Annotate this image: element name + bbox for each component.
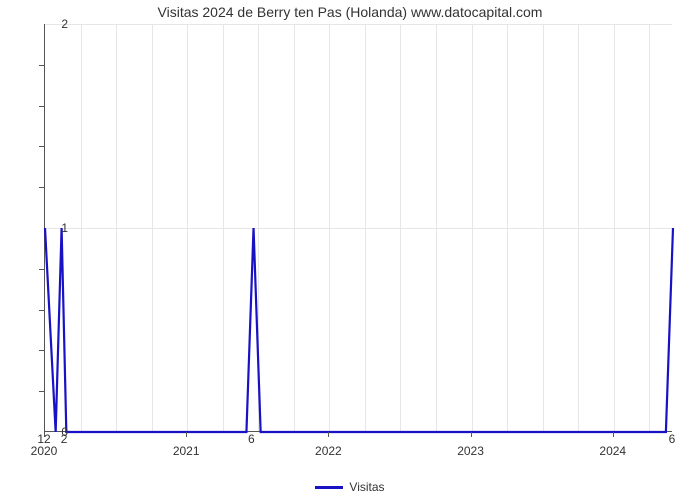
x-secondary-label: 6: [248, 432, 255, 446]
x-secondary-label: 2: [61, 432, 68, 446]
y-minor-tick: [39, 65, 44, 66]
x-tick-label: 2021: [173, 444, 200, 458]
legend-label: Visitas: [349, 480, 384, 494]
x-tick-mark: [328, 432, 329, 437]
x-tick-mark: [613, 432, 614, 437]
y-minor-tick: [39, 106, 44, 107]
x-tick-mark: [471, 432, 472, 437]
plot-area: [44, 24, 672, 432]
y-tick-label: 2: [42, 17, 68, 31]
x-tick-label: 2024: [599, 444, 626, 458]
x-tick-label: 2023: [457, 444, 484, 458]
legend: Visitas: [0, 480, 700, 494]
y-tick-label: 1: [42, 221, 68, 235]
y-minor-tick: [39, 269, 44, 270]
y-minor-tick: [39, 310, 44, 311]
y-minor-tick: [39, 350, 44, 351]
y-minor-tick: [39, 391, 44, 392]
legend-swatch: [315, 486, 343, 489]
line-series: [45, 24, 672, 431]
y-minor-tick: [39, 146, 44, 147]
x-secondary-label: 12: [37, 432, 50, 446]
chart-title: Visitas 2024 de Berry ten Pas (Holanda) …: [0, 4, 700, 20]
x-secondary-label: 6: [669, 432, 676, 446]
x-tick-label: 2020: [31, 444, 58, 458]
x-tick-mark: [186, 432, 187, 437]
x-tick-label: 2022: [315, 444, 342, 458]
chart-container: Visitas 2024 de Berry ten Pas (Holanda) …: [0, 0, 700, 500]
y-minor-tick: [39, 187, 44, 188]
